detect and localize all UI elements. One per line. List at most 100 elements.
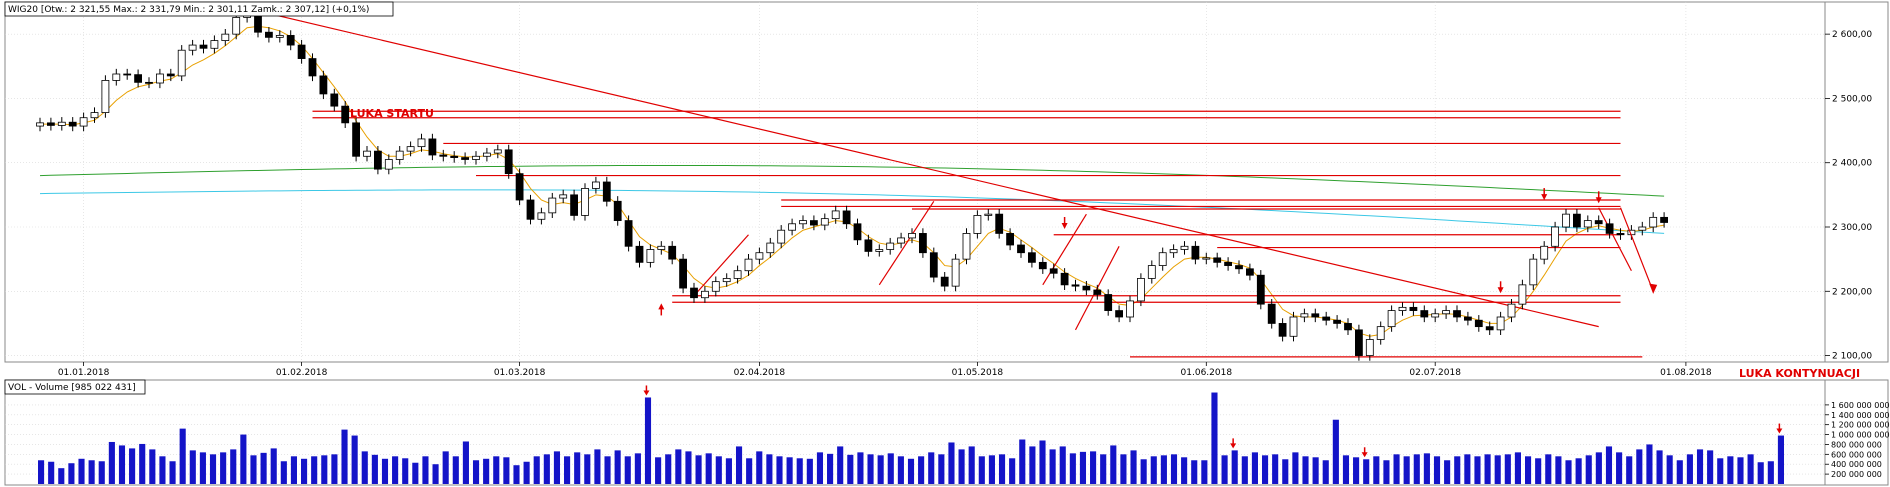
date-tick-label: 01.03.2018 bbox=[494, 368, 546, 378]
volume-bar bbox=[1666, 455, 1673, 484]
volume-bar bbox=[1292, 452, 1299, 484]
volume-bar bbox=[1514, 452, 1521, 484]
candle-down bbox=[1017, 244, 1025, 254]
candle-down bbox=[1093, 289, 1102, 295]
candle-down bbox=[297, 44, 306, 59]
candle-up bbox=[646, 249, 655, 263]
date-tick-label: 01.06.2018 bbox=[1181, 368, 1233, 378]
volume-tick-label: 200 000 000 bbox=[1831, 470, 1882, 479]
candle-down bbox=[1038, 261, 1047, 270]
volume-bar bbox=[351, 435, 358, 484]
volume-bar bbox=[503, 457, 510, 484]
volume-bar bbox=[98, 461, 105, 484]
candle-up bbox=[984, 213, 993, 216]
volume-bar bbox=[675, 449, 682, 484]
candle-down bbox=[439, 154, 448, 157]
volume-bar bbox=[1535, 458, 1542, 484]
candle-down bbox=[428, 138, 437, 156]
candle-up bbox=[232, 17, 241, 35]
price-x-axis: 01.01.2018 01.02.2018 01.03.2018 02.04.2018… bbox=[58, 362, 1712, 378]
volume-bar bbox=[149, 449, 156, 484]
volume-tick-label: 1 400 000 000 bbox=[1831, 411, 1890, 420]
volume-bar bbox=[290, 456, 298, 484]
signal-arrows bbox=[658, 188, 1658, 316]
volume-bar bbox=[1585, 455, 1592, 484]
candle-down bbox=[47, 122, 55, 126]
candle-down bbox=[373, 150, 382, 170]
volume-bar bbox=[827, 453, 834, 484]
volume-bar bbox=[1595, 452, 1602, 484]
volume-bar bbox=[513, 465, 520, 484]
volume-panel bbox=[4, 379, 1826, 486]
volume-bar bbox=[1413, 454, 1420, 484]
candle-down bbox=[1235, 265, 1243, 270]
candle-down bbox=[308, 58, 317, 77]
volume-bar bbox=[1049, 449, 1056, 484]
volume-bar bbox=[594, 449, 601, 484]
volume-bar bbox=[1545, 454, 1552, 484]
volume-bar bbox=[371, 454, 378, 484]
volume-bar bbox=[230, 449, 237, 484]
candle-down bbox=[450, 155, 459, 158]
down-arrow-head bbox=[1595, 197, 1602, 204]
volume-tick-label: 400 000 000 bbox=[1831, 460, 1882, 469]
support-resistance-lines bbox=[312, 110, 1643, 358]
candle-up bbox=[766, 242, 775, 254]
candle-up bbox=[1180, 245, 1189, 250]
volume-bar bbox=[928, 452, 935, 484]
candle-down bbox=[123, 73, 132, 76]
volume-bar bbox=[381, 458, 389, 484]
candle-up bbox=[1126, 300, 1134, 318]
candle-down bbox=[461, 157, 470, 160]
candle-down bbox=[1485, 326, 1494, 331]
candle-up bbox=[701, 290, 709, 299]
candle-up bbox=[177, 49, 186, 77]
volume-bar bbox=[108, 441, 115, 484]
candle-up bbox=[559, 194, 568, 199]
volume-bar bbox=[129, 448, 136, 484]
volume-bar bbox=[1626, 456, 1633, 484]
volume-bar bbox=[169, 461, 176, 484]
volume-bar bbox=[38, 460, 45, 484]
sma-long-line bbox=[39, 164, 1665, 197]
volume-bar bbox=[705, 453, 712, 484]
volume-bar bbox=[564, 456, 571, 484]
volume-bar bbox=[584, 454, 591, 484]
volume-bar bbox=[361, 451, 368, 484]
volume-bar bbox=[1160, 455, 1167, 484]
volume-bar bbox=[1656, 450, 1663, 484]
candle-up bbox=[36, 122, 44, 127]
volume-bar bbox=[1393, 454, 1400, 484]
volume-bar bbox=[1474, 456, 1481, 484]
candle-down bbox=[1474, 319, 1483, 328]
volume-bar bbox=[624, 456, 631, 484]
candle-down bbox=[286, 35, 295, 46]
candle-up bbox=[101, 80, 110, 113]
candle-down bbox=[864, 239, 873, 252]
candle-up bbox=[733, 270, 742, 279]
volume-bar bbox=[1616, 452, 1623, 484]
volume-bar bbox=[1444, 460, 1451, 484]
volume-title-box bbox=[4, 379, 146, 395]
volume-bar bbox=[1737, 457, 1744, 484]
volume-bar bbox=[452, 456, 459, 484]
volume-bar bbox=[1120, 454, 1127, 484]
volume-bar bbox=[1069, 453, 1076, 484]
volume-bar bbox=[1170, 454, 1178, 484]
volume-arrow-head bbox=[1230, 443, 1237, 449]
candle-up bbox=[472, 155, 480, 160]
volume-bar bbox=[998, 454, 1006, 484]
candle-up bbox=[1529, 258, 1538, 286]
volume-bars bbox=[38, 392, 1784, 484]
volume-tick-label: 1 000 000 000 bbox=[1831, 431, 1890, 440]
candle-up bbox=[1518, 284, 1527, 305]
candle-down bbox=[1267, 303, 1276, 324]
candle-down bbox=[330, 93, 339, 107]
volume-bar bbox=[634, 453, 641, 484]
candle-up bbox=[1562, 213, 1570, 228]
candle-up bbox=[1442, 310, 1450, 315]
forecast-arrow-head bbox=[1649, 283, 1658, 294]
candle-down bbox=[1213, 257, 1222, 263]
candle-down bbox=[352, 122, 361, 157]
